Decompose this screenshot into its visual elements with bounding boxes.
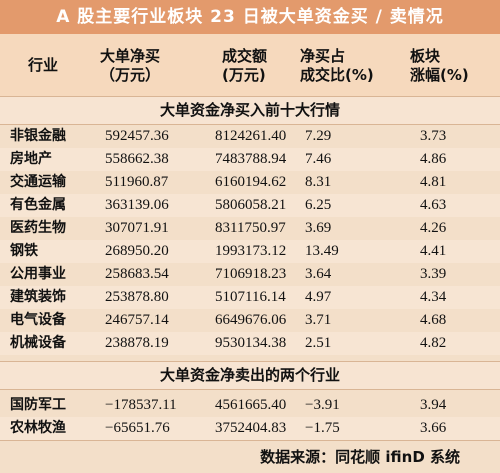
cell-net-buy: −178537.11: [105, 397, 177, 413]
table-row: 房地产 558662.38 7483788.94 7.46 4.86: [0, 148, 500, 171]
cell-net-buy: 258683.54: [105, 266, 169, 282]
cell-turnover: 5107116.14: [215, 289, 286, 305]
cell-turnover: 1993173.12: [215, 243, 287, 259]
header-ratio-line2: 成交比(%): [300, 66, 374, 84]
cell-turnover: 8124261.40: [215, 128, 287, 144]
cell-industry: 建筑装饰: [10, 289, 66, 305]
cell-ratio: 3.69: [305, 220, 332, 236]
cell-net-buy: 511960.87: [105, 174, 169, 190]
cell-net-buy: 246757.14: [105, 312, 169, 328]
section-top-title: 大单资金净买入前十大行情: [0, 96, 500, 125]
cell-ratio: 3.71: [305, 312, 332, 328]
cell-change: 4.34: [420, 289, 447, 305]
table-row: 机械设备 238878.19 9530134.38 2.51 4.82: [0, 332, 500, 355]
table-row: 电气设备 246757.14 6649676.06 3.71 4.68: [0, 309, 500, 332]
cell-change: 4.81: [420, 174, 447, 190]
header-net-buy-line1: 大单净买: [100, 47, 161, 65]
cell-change: 4.41: [420, 243, 447, 259]
cell-net-buy: 253878.80: [105, 289, 169, 305]
cell-change: 4.63: [420, 197, 447, 213]
cell-industry: 农林牧渔: [10, 420, 66, 436]
header-turnover: 成交额 (万元): [222, 47, 267, 85]
cell-turnover: 6160194.62: [215, 174, 287, 190]
cell-industry: 机械设备: [10, 335, 66, 351]
cell-industry: 房地产: [10, 151, 52, 167]
cell-ratio: 3.64: [305, 266, 332, 282]
cell-industry: 公用事业: [10, 266, 66, 282]
cell-change: 3.39: [420, 266, 447, 282]
cell-industry: 交通运输: [10, 174, 66, 190]
cell-net-buy: 592457.36: [105, 128, 169, 144]
header-change: 板块 涨幅(%): [410, 47, 469, 85]
cell-turnover: 7106918.23: [215, 266, 287, 282]
cell-ratio: 13.49: [305, 243, 339, 259]
table-row: 钢铁 268950.20 1993173.12 13.49 4.41: [0, 240, 500, 263]
table-row: 农林牧渔 −65651.76 3752404.83 −1.75 3.66: [0, 417, 500, 440]
cell-change: 3.66: [420, 420, 447, 436]
section-bottom-title: 大单资金净卖出的两个行业: [0, 361, 500, 390]
cell-industry: 钢铁: [10, 243, 38, 259]
cell-ratio: 7.29: [305, 128, 332, 144]
header-turnover-line1: 成交额: [222, 47, 268, 65]
cell-change: 3.94: [420, 397, 447, 413]
cell-industry: 国防军工: [10, 397, 66, 413]
header-change-line1: 板块: [410, 47, 441, 65]
cell-ratio: 6.25: [305, 197, 332, 213]
cell-change: 4.26: [420, 220, 447, 236]
header-net-buy-line2: （万元）: [100, 66, 161, 84]
cell-industry: 医药生物: [10, 220, 66, 236]
cell-change: 4.86: [420, 151, 447, 167]
table-row: 建筑装饰 253878.80 5107116.14 4.97 4.34: [0, 286, 500, 309]
cell-change: 3.73: [420, 128, 447, 144]
cell-ratio: 2.51: [305, 335, 332, 351]
table-row: 交通运输 511960.87 6160194.62 8.31 4.81: [0, 171, 500, 194]
header-change-line2: 涨幅(%): [410, 66, 469, 84]
cell-turnover: 8311750.97: [215, 220, 286, 236]
cell-turnover: 9530134.38: [215, 335, 287, 351]
table-row: 医药生物 307071.91 8311750.97 3.69 4.26: [0, 217, 500, 240]
cell-ratio: −1.75: [305, 420, 340, 436]
cell-change: 4.82: [420, 335, 447, 351]
table-row: 非银金融 592457.36 8124261.40 7.29 3.73: [0, 125, 500, 148]
bottom-rows: 国防军工 −178537.11 4561665.40 −3.91 3.94 农林…: [0, 390, 500, 440]
cell-net-buy: 558662.38: [105, 151, 169, 167]
cell-turnover: 5806058.21: [215, 197, 287, 213]
top-rows: 非银金融 592457.36 8124261.40 7.29 3.73 房地产 …: [0, 125, 500, 355]
data-source: 数据来源：同花顺 ifinD 系统: [0, 440, 500, 473]
table-title: A 股主要行业板块 23 日被大单资金买 / 卖情况: [0, 0, 500, 34]
cell-industry: 有色金属: [10, 197, 66, 213]
table-row: 国防军工 −178537.11 4561665.40 −3.91 3.94: [0, 394, 500, 417]
table-header: 行业 大单净买 （万元） 成交额 (万元) 净买占 成交比(%) 板块 涨幅(%…: [0, 34, 500, 96]
cell-ratio: −3.91: [305, 397, 340, 413]
cell-turnover: 3752404.83: [215, 420, 287, 436]
cell-change: 4.68: [420, 312, 447, 328]
cell-net-buy: −65651.76: [105, 420, 170, 436]
cell-turnover: 6649676.06: [215, 312, 287, 328]
cell-industry: 电气设备: [10, 312, 66, 328]
cell-ratio: 4.97: [305, 289, 332, 305]
header-industry: 行业: [28, 56, 59, 74]
header-ratio-line1: 净买占: [300, 47, 346, 65]
cell-ratio: 7.46: [305, 151, 332, 167]
cell-turnover: 4561665.40: [215, 397, 287, 413]
header-turnover-line2: (万元): [222, 66, 266, 84]
cell-net-buy: 238878.19: [105, 335, 169, 351]
cell-ratio: 8.31: [305, 174, 332, 190]
table-row: 有色金属 363139.06 5806058.21 6.25 4.63: [0, 194, 500, 217]
cell-industry: 非银金融: [10, 128, 66, 144]
header-ratio: 净买占 成交比(%): [300, 47, 374, 85]
cell-net-buy: 307071.91: [105, 220, 169, 236]
cell-net-buy: 363139.06: [105, 197, 169, 213]
cell-net-buy: 268950.20: [105, 243, 169, 259]
header-net-buy: 大单净买 （万元）: [100, 47, 160, 85]
table-row: 公用事业 258683.54 7106918.23 3.64 3.39: [0, 263, 500, 286]
cell-turnover: 7483788.94: [215, 151, 287, 167]
